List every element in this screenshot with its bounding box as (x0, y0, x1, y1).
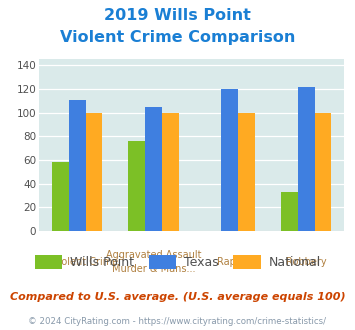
Text: Violent Crime Comparison: Violent Crime Comparison (60, 30, 295, 45)
Text: © 2024 CityRating.com - https://www.cityrating.com/crime-statistics/: © 2024 CityRating.com - https://www.city… (28, 317, 327, 326)
Text: Compared to U.S. average. (U.S. average equals 100): Compared to U.S. average. (U.S. average … (10, 292, 345, 302)
Bar (222, 89, 238, 231)
Bar (238, 113, 255, 231)
Bar (315, 113, 331, 231)
Bar (129, 141, 145, 231)
Bar (145, 107, 162, 231)
Bar (69, 100, 86, 231)
Text: Rape: Rape (217, 257, 242, 267)
Bar (298, 86, 315, 231)
Text: Aggravated Assault: Aggravated Assault (106, 250, 201, 260)
Bar (162, 113, 179, 231)
Bar (281, 192, 298, 231)
Bar (52, 162, 69, 231)
Text: All Violent Crime: All Violent Crime (37, 257, 118, 267)
Legend: Wills Point, Texas, National: Wills Point, Texas, National (29, 250, 326, 274)
Text: 2019 Wills Point: 2019 Wills Point (104, 8, 251, 23)
Text: Murder & Mans...: Murder & Mans... (112, 264, 195, 274)
Bar (86, 113, 102, 231)
Text: Robbery: Robbery (286, 257, 327, 267)
